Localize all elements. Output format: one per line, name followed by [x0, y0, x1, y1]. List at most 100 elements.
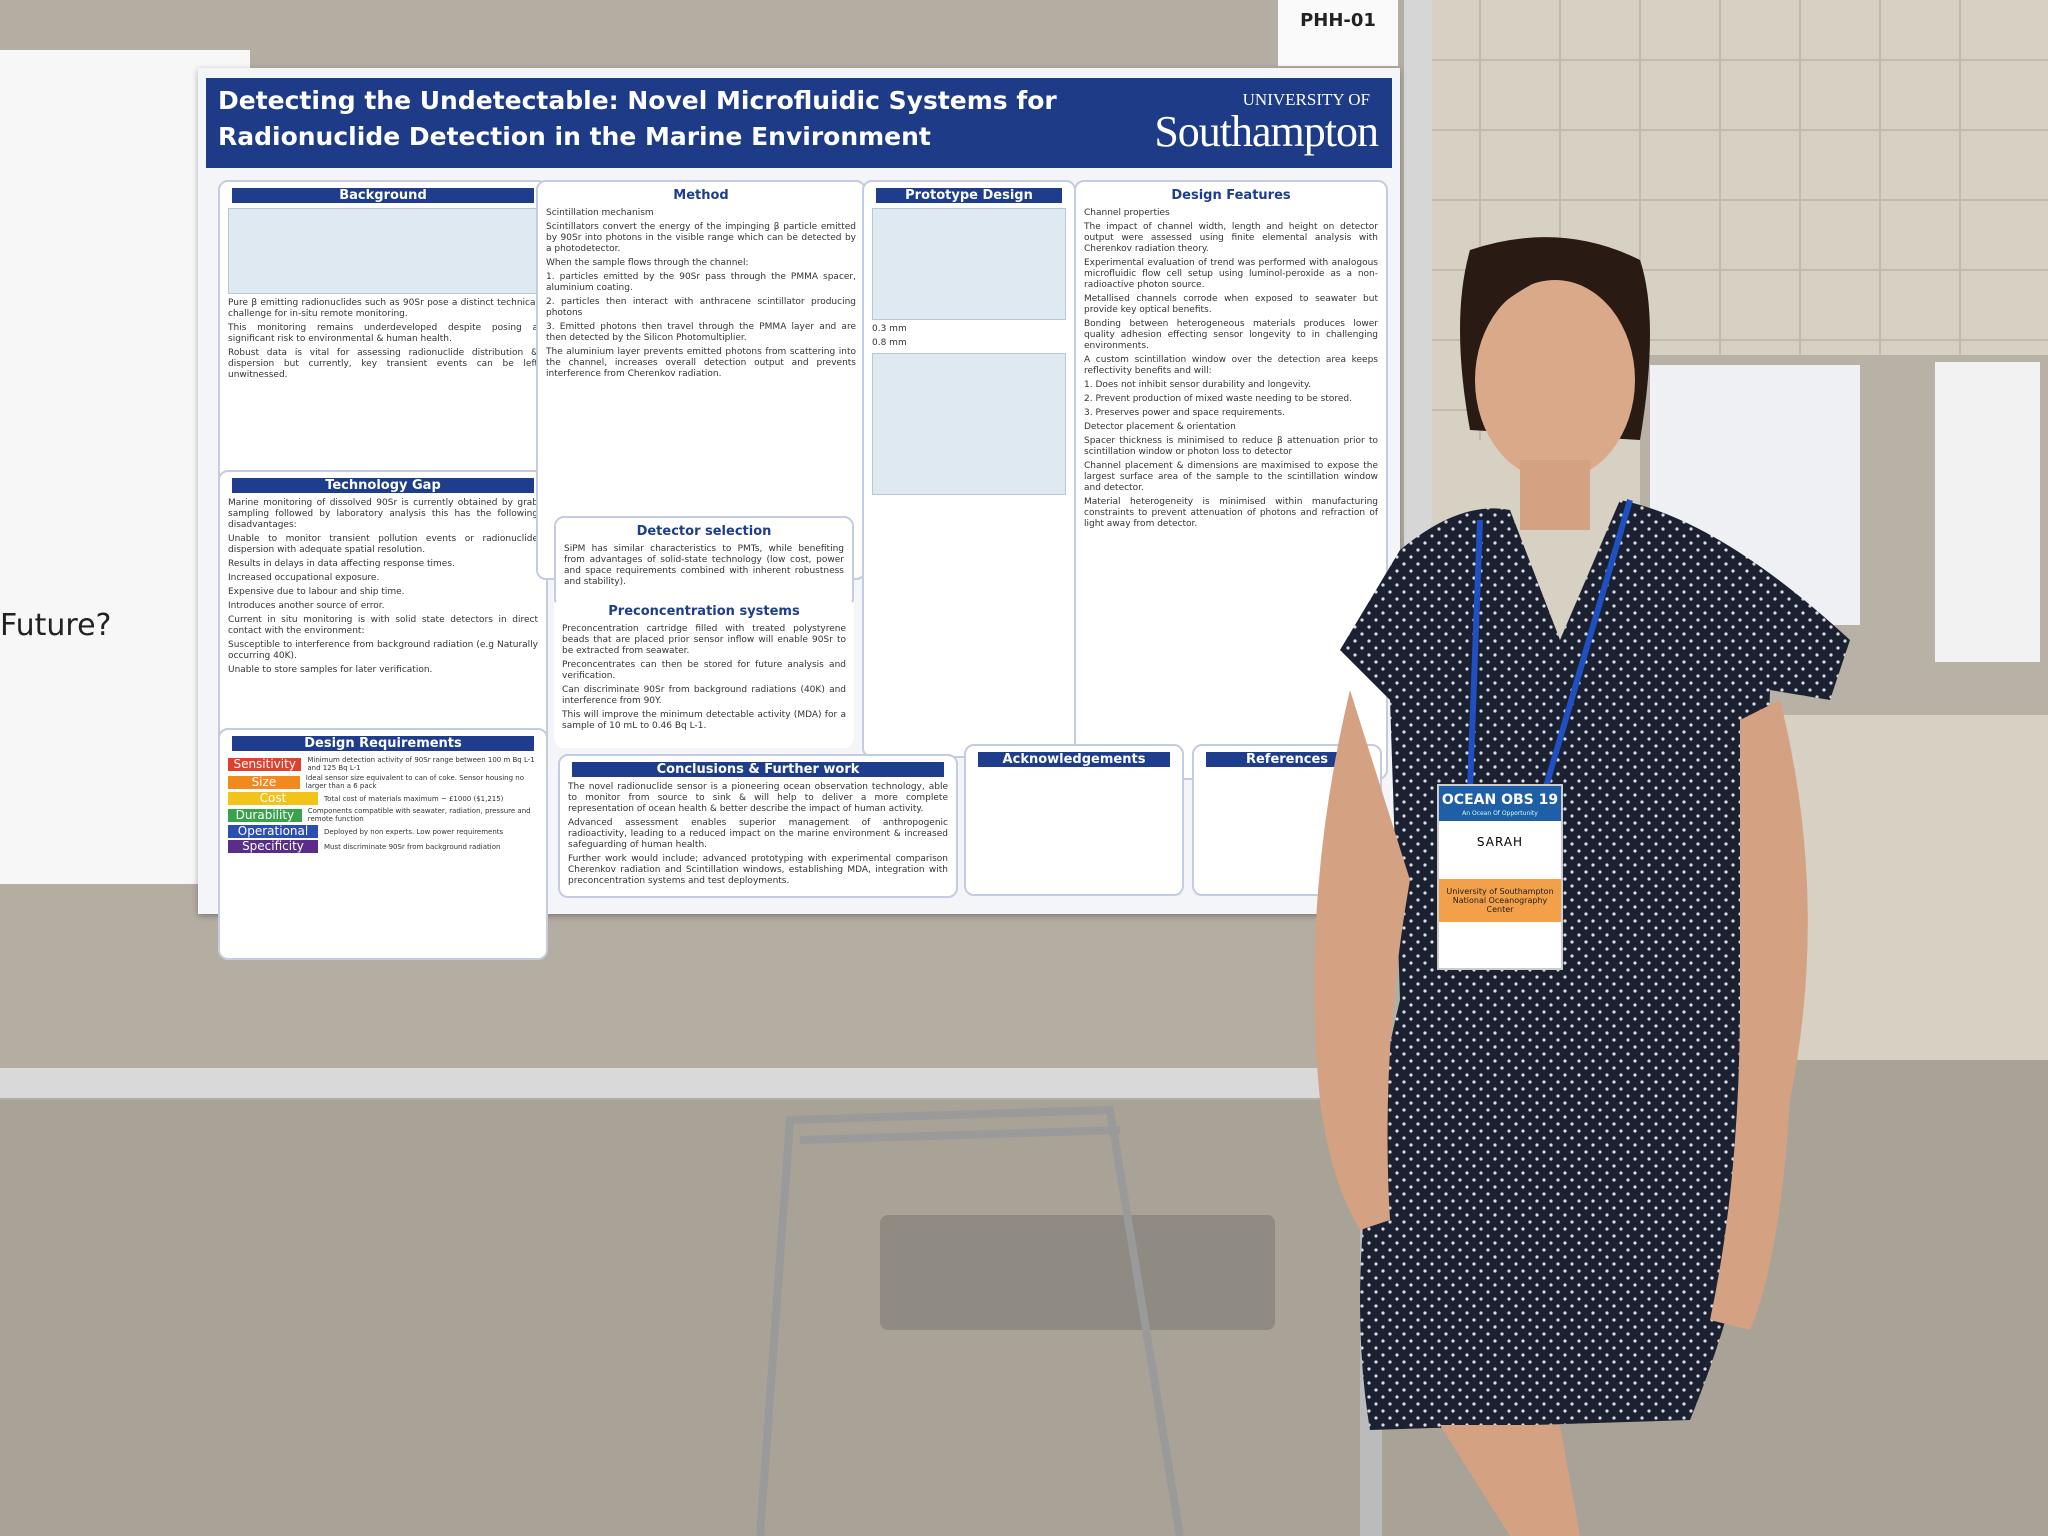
figure: [872, 353, 1066, 495]
badge-tagline: An Ocean Of Opportunity: [1439, 810, 1561, 821]
far-poster: [1935, 362, 2040, 662]
section-text: Increased occupational exposure.: [228, 573, 380, 583]
section-text: Scintillation mechanism: [546, 208, 654, 218]
hair: [1475, 254, 1640, 330]
section-text: Scintillators convert the energy of the …: [546, 222, 856, 254]
section-text: Material heterogeneity is minimised with…: [1084, 497, 1378, 529]
section-text: This will improve the minimum detectable…: [562, 710, 846, 731]
requirement-row: Specificity Must discriminate 90Sr from b…: [228, 840, 538, 853]
section: Design Features Channel properties The imp…: [1074, 180, 1388, 780]
requirement-text: Deployed by non experts. Low power requi…: [324, 827, 504, 836]
section-text: Pure β emitting radionuclides such as 90…: [228, 298, 538, 319]
poster-title: Detecting the Undetectable: Novel Microf…: [218, 86, 1057, 115]
board-frame: [0, 1068, 1432, 1098]
section-heading: Conclusions & Further work: [572, 762, 944, 777]
section-text: 3. Emitted photons then travel through t…: [546, 322, 856, 343]
section-text: 2. Prevent production of mixed waste nee…: [1084, 394, 1352, 404]
section: Conclusions & Further work The novel radi…: [558, 754, 958, 898]
section-text: Can discriminate 90Sr from background ra…: [562, 685, 846, 706]
university-name: Southampton: [1154, 107, 1379, 156]
requirement-label: Sensitivity: [228, 757, 302, 771]
requirement-row: Operational Deployed by non experts. Low …: [228, 825, 538, 838]
section-text: 0.3 mm: [872, 324, 907, 334]
section-text: The impact of channel width, length and …: [1084, 222, 1378, 254]
section-heading: Prototype Design: [876, 188, 1062, 203]
floor-plate: [880, 1215, 1275, 1330]
dress: [1340, 500, 1850, 1430]
section-text: Experimental evaluation of trend was per…: [1084, 258, 1378, 290]
section-heading: Design Requirements: [232, 736, 534, 751]
requirement-label: Size: [228, 775, 300, 789]
section-text: The novel radionuclide sensor is a pione…: [568, 782, 948, 814]
section-text: This monitoring remains underdeveloped d…: [228, 323, 538, 344]
section-text: 1. Does not inhibit sensor durability an…: [1084, 380, 1311, 390]
requirement-label: Durability: [228, 808, 302, 822]
requirement-row: Durability Components compatible with sea…: [228, 807, 538, 823]
section: Acknowledgements: [964, 744, 1184, 896]
face: [1475, 280, 1635, 480]
section-text: Detector placement & orientation: [1084, 422, 1236, 432]
section-text: Metallised channels corrode when exposed…: [1084, 294, 1378, 315]
requirement-text: Ideal sensor size equivalent to can of c…: [305, 774, 524, 790]
lanyard: [1467, 499, 1633, 791]
section-text: Marine monitoring of dissolved 90Sr is c…: [228, 498, 538, 530]
poster: Detecting the Undetectable: Novel Microf…: [198, 68, 1400, 960]
arm: [1314, 690, 1410, 1230]
requirement-row: Sensitivity Minimum detection activity of…: [228, 756, 538, 772]
section-text: Susceptible to interference from backgro…: [228, 640, 538, 661]
board-sign: PHH-01: [1278, 0, 1398, 66]
section: Design Requirements Sensitivity Minimum de…: [218, 728, 548, 960]
section-text: SiPM has similar characteristics to PMTs…: [564, 544, 844, 587]
poster-header: Detecting the Undetectable: Novel Microf…: [206, 78, 1392, 168]
section-heading: Acknowledgements: [978, 752, 1170, 767]
requirement-text: Minimum detection activity of 90Sr range…: [307, 756, 535, 772]
section-heading: Preconcentration systems: [608, 604, 800, 619]
section-text: Unable to store samples for later verifi…: [228, 665, 433, 675]
requirement-label: Cost: [228, 792, 318, 805]
section-heading: Design Features: [1171, 188, 1291, 203]
badge-event: OCEAN OBS 19: [1439, 786, 1561, 810]
requirement-row: Size Ideal sensor size equivalent to can …: [228, 774, 538, 790]
section-text: A custom scintillation window over the d…: [1084, 355, 1378, 376]
chair: [756, 1105, 1184, 1536]
badge-name: SARAH: [1476, 835, 1524, 849]
requirement-label: Operational: [228, 825, 318, 838]
section-text: Bonding between heterogeneous materials …: [1084, 319, 1378, 351]
section-text: When the sample flows through the channe…: [546, 258, 749, 268]
section: Prototype Design 0.3 mm 0.8 mm: [862, 180, 1076, 758]
neighbor-heading: Future?: [0, 608, 112, 643]
section: Method Scintillation mechanism Scintillato…: [536, 180, 866, 580]
section-text: Robust data is vital for assessing radio…: [228, 348, 538, 380]
section-text: 2. particles then interact with anthrace…: [546, 297, 856, 318]
section-text: Advanced assessment enables superior man…: [568, 818, 948, 850]
requirement-text: Components compatible with seawater, rad…: [307, 807, 531, 823]
section-text: Preconcentrates can then be stored for f…: [562, 660, 846, 681]
section: Background Pure β emitting radionuclides …: [218, 180, 548, 486]
figure: [228, 208, 538, 294]
section-text: Current in situ monitoring is with solid…: [228, 615, 538, 636]
section-text: 1. particles emitted by the 90Sr pass th…: [546, 272, 856, 293]
requirement-text: Total cost of materials maximum ~ £1000 …: [324, 794, 504, 803]
name-badge: OCEAN OBS 19 An Ocean Of Opportunity SAR…: [1437, 784, 1563, 970]
poster-title: Radionuclide Detection in the Marine Env…: [218, 122, 931, 151]
arm: [1710, 700, 1808, 1330]
section-text: The aluminium layer prevents emitted pho…: [546, 347, 856, 379]
section-heading: Detector selection: [636, 524, 772, 539]
figure: [872, 208, 1066, 320]
university-label: UNIVERSITY OF: [1242, 90, 1370, 109]
section-text: Unable to monitor transient pollution ev…: [228, 534, 538, 555]
section: Detector selection SiPM has similar chara…: [554, 516, 854, 608]
section-heading: References: [1206, 752, 1368, 767]
section-text: Expensive due to labour and ship time.: [228, 587, 405, 597]
section-heading: Method: [673, 188, 729, 203]
section-heading: Technology Gap: [232, 478, 534, 493]
badge-affiliation: University of Southampton National Ocean…: [1439, 879, 1561, 922]
neck: [1520, 460, 1590, 530]
leg: [1440, 1425, 1580, 1536]
requirement-text: Must discriminate 90Sr from background r…: [324, 842, 501, 851]
section-text: Spacer thickness is minimised to reduce …: [1084, 436, 1378, 457]
section-text: Channel properties: [1084, 208, 1170, 218]
section-text: Preconcentration cartridge filled with t…: [562, 624, 846, 656]
